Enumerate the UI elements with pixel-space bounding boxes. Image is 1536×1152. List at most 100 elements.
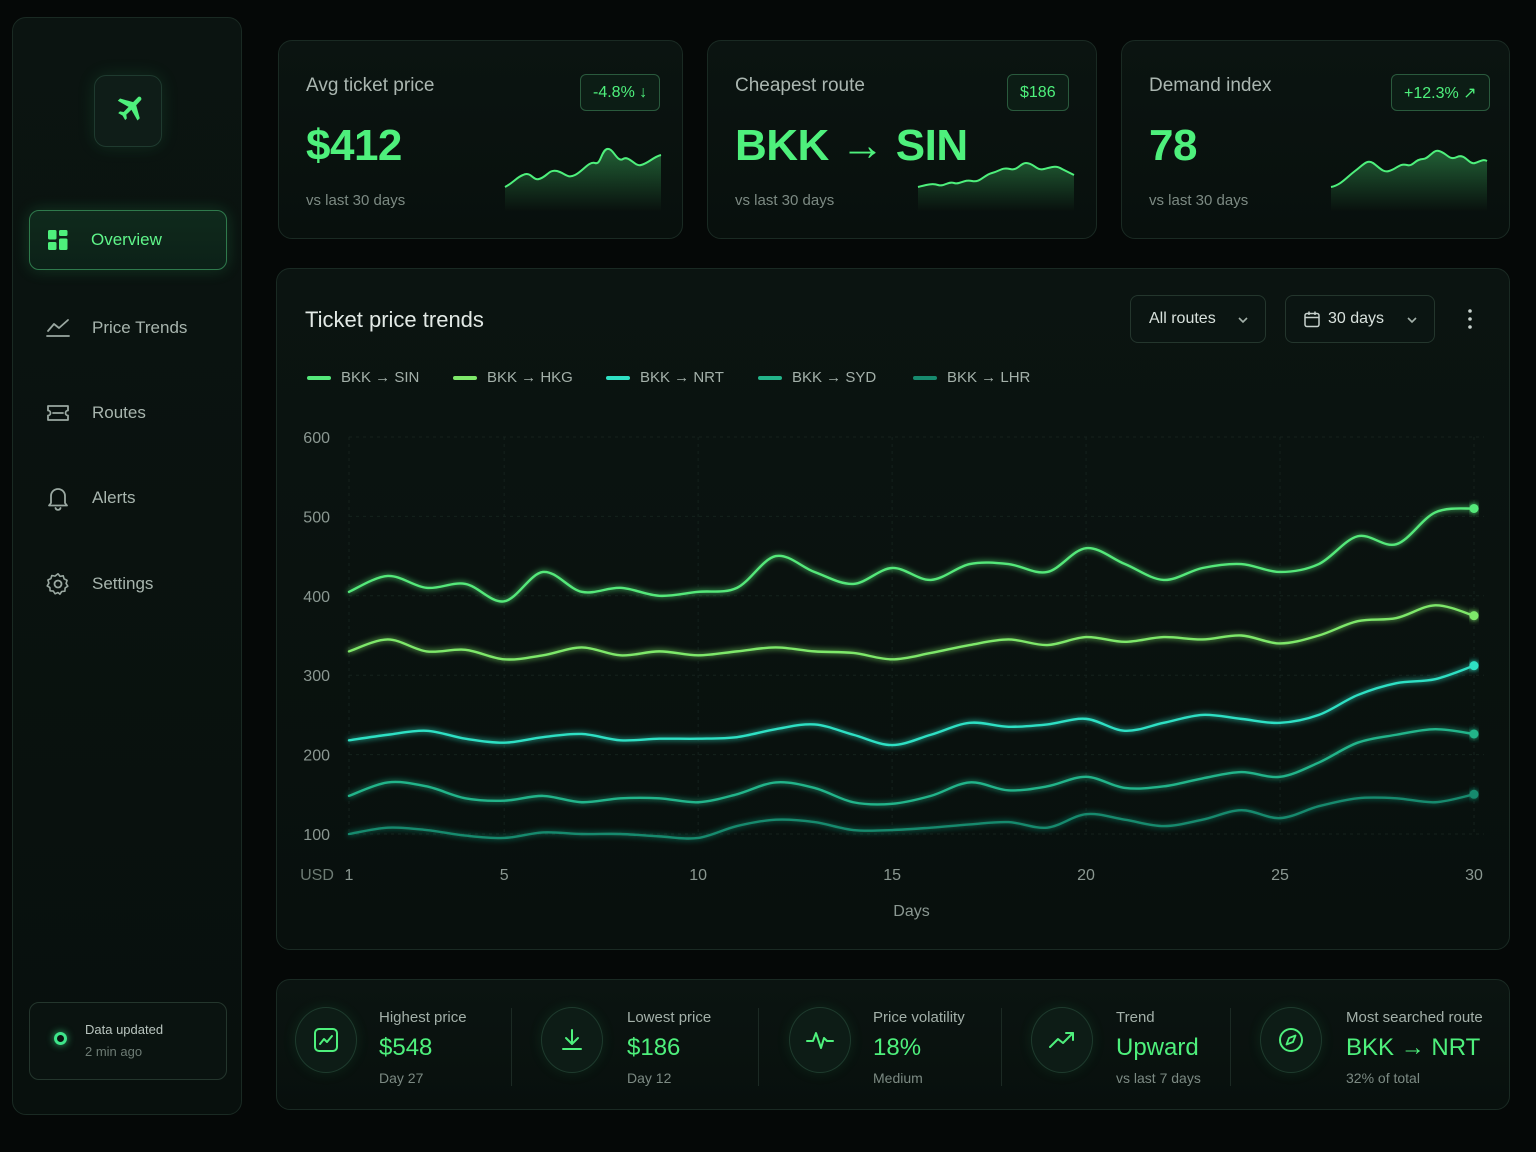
- stat-icon-wrap: [1031, 1007, 1093, 1073]
- divider: [1230, 1008, 1231, 1086]
- legend-item[interactable]: BKK → NRT: [606, 369, 724, 386]
- sidebar-item-label: Alerts: [92, 488, 136, 507]
- y-tick-label: 500: [303, 509, 330, 526]
- route-filter-dropdown[interactable]: All routes: [1130, 295, 1266, 343]
- bell-icon: [48, 488, 68, 511]
- chevron-down-icon: [1407, 317, 1417, 324]
- divider: [511, 1008, 512, 1086]
- stat-sub: Medium: [873, 1070, 923, 1086]
- kpi-card-demand-index: Demand index +12.3% ↗ 78 vs last 30 days: [1121, 40, 1510, 239]
- gear-icon: [46, 573, 69, 595]
- sidebar-item-label: Price Trends: [92, 318, 188, 337]
- date-range-dropdown[interactable]: 30 days: [1285, 295, 1435, 343]
- sidebar-item-routes[interactable]: Routes: [29, 383, 227, 443]
- pulse-icon: [806, 1032, 834, 1049]
- app-logo[interactable]: [94, 75, 162, 147]
- kpi-sparkline: [504, 147, 662, 211]
- chart-title: Ticket price trends: [305, 307, 484, 332]
- legend-label: BKK → SIN: [341, 369, 420, 386]
- x-tick-label: 10: [689, 867, 707, 884]
- y-tick-label: 400: [303, 589, 330, 606]
- legend-swatch: [913, 375, 937, 380]
- legend-swatch: [606, 375, 630, 380]
- legend-swatch: [758, 375, 782, 380]
- stat-label: Price volatility: [873, 1009, 965, 1026]
- sidebar-item-alerts[interactable]: Alerts: [29, 468, 227, 528]
- stat-icon-wrap: [541, 1007, 603, 1073]
- legend-item[interactable]: BKK → SIN: [307, 369, 419, 386]
- kpi-value: 78: [1149, 121, 1197, 170]
- divider: [1001, 1008, 1002, 1086]
- status-title: Data updated: [85, 1022, 164, 1037]
- stat-label: Trend: [1116, 1009, 1155, 1026]
- kpi-change-badge: +12.3% ↗: [1391, 74, 1490, 111]
- chart-up-icon: [314, 1028, 338, 1052]
- x-axis-title: Days: [893, 903, 929, 920]
- legend-swatch: [453, 375, 477, 380]
- kpi-sparkline: [1330, 149, 1488, 211]
- stat-sub: 32% of total: [1346, 1070, 1420, 1086]
- stat-value: Upward: [1116, 1034, 1199, 1061]
- compass-icon: [1279, 1028, 1303, 1052]
- sidebar-item-settings[interactable]: Settings: [29, 554, 227, 614]
- kpi-change-badge: -4.8% ↓: [580, 74, 661, 111]
- stat-label: Lowest price: [627, 1009, 712, 1026]
- series-end-point: [1469, 611, 1479, 621]
- y-tick-label: 300: [303, 668, 330, 685]
- kpi-value: BKK → SIN: [735, 121, 968, 170]
- route-filter-value: All routes: [1149, 310, 1216, 327]
- kpi-label: Avg ticket price: [306, 75, 435, 96]
- stat-value: 18%: [873, 1034, 922, 1061]
- ticket-icon: [47, 405, 69, 421]
- kpi-card-cheapest-route: Cheapest route $186 BKK → SIN vs last 30…: [707, 40, 1097, 239]
- calendar-icon: [1304, 311, 1320, 328]
- kpi-sub: vs last 30 days: [306, 192, 406, 209]
- stat-icon-wrap: [295, 1007, 357, 1073]
- sidebar-item-label: Routes: [92, 403, 146, 422]
- series-line: [347, 793, 1476, 840]
- stat-sub: vs last 7 days: [1116, 1070, 1201, 1086]
- kpi-card-avg-ticket-price: Avg ticket price -4.8% ↓ $412 vs last 30…: [278, 40, 683, 239]
- sidebar-item-price-trends[interactable]: Price Trends: [29, 298, 227, 358]
- stat-sub: Day 27: [379, 1070, 424, 1086]
- legend-item[interactable]: BKK → SYD: [758, 369, 876, 386]
- series-end-point: [1469, 503, 1479, 513]
- stat-label: Highest price: [379, 1009, 467, 1026]
- sidebar-item-label: Settings: [92, 574, 154, 593]
- kpi-sub: vs last 30 days: [735, 192, 835, 209]
- y-axis-unit-label: USD: [300, 867, 334, 884]
- stat-value: BKK → NRT: [1346, 1034, 1481, 1061]
- legend-label: BKK → HKG: [487, 369, 573, 386]
- series-end-point: [1469, 729, 1479, 739]
- sidebar-item-overview[interactable]: Overview: [29, 210, 227, 270]
- more-options-button[interactable]: [1460, 303, 1480, 335]
- airplane-icon: [117, 96, 142, 121]
- kpi-sparkline: [917, 161, 1075, 211]
- series-line: [347, 507, 1476, 603]
- legend-swatch: [307, 375, 331, 380]
- x-tick-label: 15: [883, 867, 901, 884]
- legend-item[interactable]: BKK → HKG: [453, 369, 573, 386]
- y-tick-label: 100: [303, 827, 330, 844]
- stat-value: $186: [627, 1034, 681, 1061]
- x-tick-label: 5: [500, 867, 509, 884]
- x-tick-label: 30: [1465, 867, 1483, 884]
- stat-sub: Day 12: [627, 1070, 672, 1086]
- x-tick-label: 25: [1271, 867, 1289, 884]
- stat-value: $548: [379, 1034, 433, 1061]
- series-end-point: [1469, 789, 1479, 799]
- kpi-sub: vs last 30 days: [1149, 192, 1249, 209]
- divider: [758, 1008, 759, 1086]
- series-line: [347, 604, 1476, 661]
- trend-line-icon: [46, 319, 70, 337]
- legend-item[interactable]: BKK → LHR: [913, 369, 1030, 386]
- grid-icon: [48, 230, 68, 250]
- series-line: [347, 664, 1476, 747]
- chevron-down-icon: [1238, 317, 1248, 324]
- sidebar: Overview Price Trends Routes Alerts Sett…: [12, 17, 242, 1115]
- legend-label: BKK → LHR: [947, 369, 1031, 386]
- series-line: [347, 727, 1476, 806]
- x-tick-label: 1: [345, 867, 354, 884]
- kpi-label: Demand index: [1149, 75, 1272, 96]
